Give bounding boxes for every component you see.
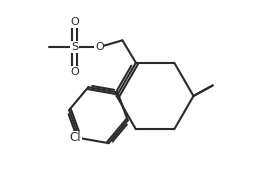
Text: O: O xyxy=(70,67,79,77)
Text: O: O xyxy=(95,42,104,52)
Text: Cl: Cl xyxy=(70,132,81,145)
Text: S: S xyxy=(71,42,78,52)
Text: O: O xyxy=(70,17,79,27)
